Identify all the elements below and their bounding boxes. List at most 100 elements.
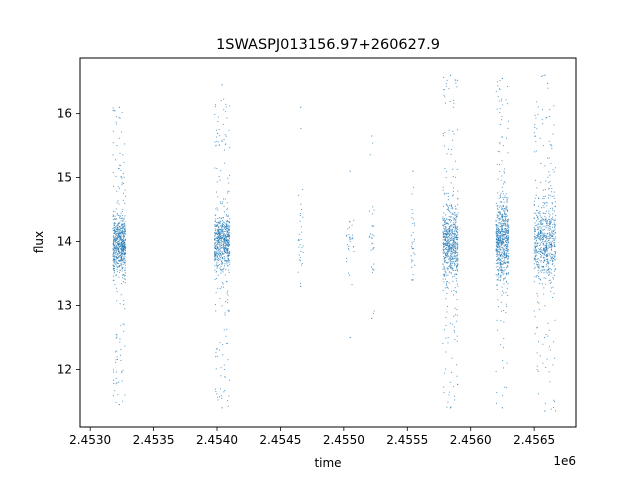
data-point xyxy=(223,253,225,255)
data-point xyxy=(122,323,124,325)
data-point xyxy=(507,250,509,252)
data-point xyxy=(224,246,226,248)
data-point xyxy=(545,251,547,253)
data-point xyxy=(540,246,542,248)
data-point xyxy=(496,247,498,249)
data-point xyxy=(451,246,453,248)
data-point xyxy=(112,371,114,373)
data-point xyxy=(220,225,222,227)
data-point xyxy=(502,264,504,265)
data-point xyxy=(546,358,548,360)
data-point xyxy=(446,204,448,206)
data-point xyxy=(498,240,500,242)
data-point xyxy=(536,224,538,226)
data-point xyxy=(543,265,545,267)
data-point xyxy=(506,250,508,252)
data-point xyxy=(117,243,119,245)
data-point xyxy=(221,251,223,253)
data-point xyxy=(499,236,501,238)
data-point xyxy=(548,236,550,238)
data-point xyxy=(226,221,228,223)
data-point xyxy=(452,223,454,225)
data-point xyxy=(117,224,119,226)
data-point xyxy=(449,245,451,247)
data-point xyxy=(115,256,117,258)
data-point xyxy=(227,234,229,236)
data-point xyxy=(457,247,459,249)
data-point xyxy=(544,269,546,271)
data-point xyxy=(540,250,542,252)
data-point xyxy=(540,233,542,235)
data-point xyxy=(507,238,509,240)
data-point xyxy=(503,253,505,255)
data-point xyxy=(219,388,221,390)
data-point xyxy=(121,256,123,258)
data-point xyxy=(120,217,122,219)
data-point xyxy=(540,229,542,231)
data-point xyxy=(121,253,123,255)
data-point xyxy=(299,257,301,259)
data-point xyxy=(215,390,217,392)
data-point xyxy=(373,235,375,237)
data-point xyxy=(117,226,119,228)
data-point xyxy=(551,272,553,274)
data-point xyxy=(552,231,554,232)
data-point xyxy=(496,235,498,237)
data-point xyxy=(224,251,226,253)
data-point xyxy=(446,249,448,251)
data-point xyxy=(542,229,544,231)
data-point xyxy=(219,236,221,238)
data-point xyxy=(496,238,498,240)
data-point xyxy=(117,228,119,229)
data-point xyxy=(116,239,117,241)
data-point xyxy=(113,271,115,273)
data-point xyxy=(449,238,451,240)
data-point xyxy=(501,228,503,230)
data-point xyxy=(549,223,551,225)
data-point xyxy=(550,269,552,271)
data-point xyxy=(216,248,218,249)
data-point xyxy=(218,239,220,241)
data-point xyxy=(501,262,503,264)
data-point xyxy=(121,215,123,217)
data-point xyxy=(497,209,499,211)
data-point xyxy=(229,147,231,149)
data-point xyxy=(223,198,225,200)
data-point xyxy=(501,241,503,243)
data-point xyxy=(504,197,506,199)
data-point xyxy=(456,340,458,342)
data-point xyxy=(500,231,502,233)
data-point xyxy=(228,221,229,223)
data-point xyxy=(215,145,217,147)
data-point xyxy=(216,224,218,226)
data-point xyxy=(452,213,454,215)
data-point xyxy=(505,237,507,239)
data-point xyxy=(452,207,454,209)
data-point xyxy=(449,226,451,228)
data-point xyxy=(507,258,509,260)
data-point xyxy=(451,148,453,150)
data-point xyxy=(551,147,553,149)
data-point xyxy=(505,312,507,314)
data-point xyxy=(545,238,547,240)
data-point xyxy=(224,230,226,232)
data-point xyxy=(553,244,555,246)
data-point xyxy=(502,247,504,249)
data-point xyxy=(543,266,545,268)
data-point xyxy=(502,197,504,199)
data-point xyxy=(226,252,228,254)
data-point xyxy=(497,246,499,248)
data-point xyxy=(549,214,551,216)
data-point xyxy=(503,235,505,237)
data-point xyxy=(299,214,301,216)
data-point xyxy=(546,220,548,222)
data-point xyxy=(219,298,221,300)
data-point xyxy=(442,189,444,191)
data-point xyxy=(545,255,547,257)
data-point xyxy=(115,254,117,256)
data-point xyxy=(499,251,501,253)
data-point xyxy=(454,287,456,289)
data-point xyxy=(226,219,228,221)
data-point xyxy=(346,261,348,263)
data-point xyxy=(453,194,454,196)
